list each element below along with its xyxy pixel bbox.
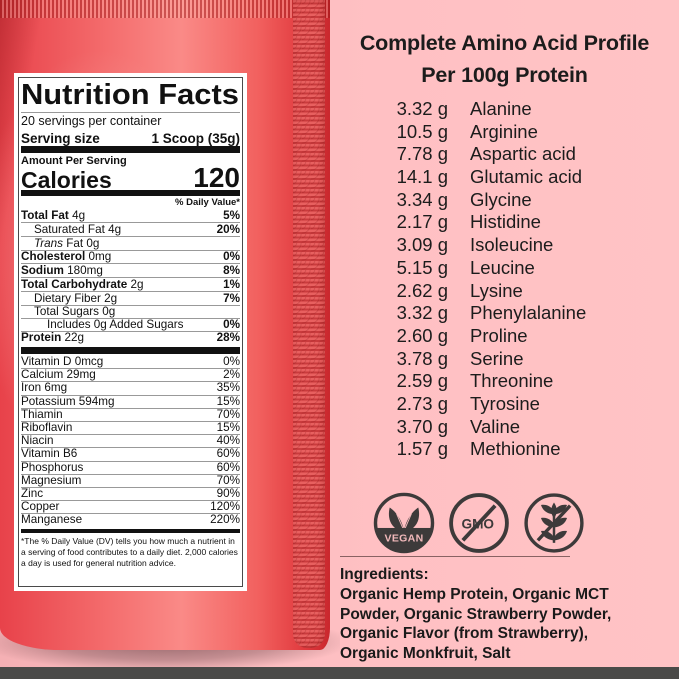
svg-text:VEGAN: VEGAN xyxy=(384,533,423,545)
svg-text:GMO: GMO xyxy=(461,517,494,532)
